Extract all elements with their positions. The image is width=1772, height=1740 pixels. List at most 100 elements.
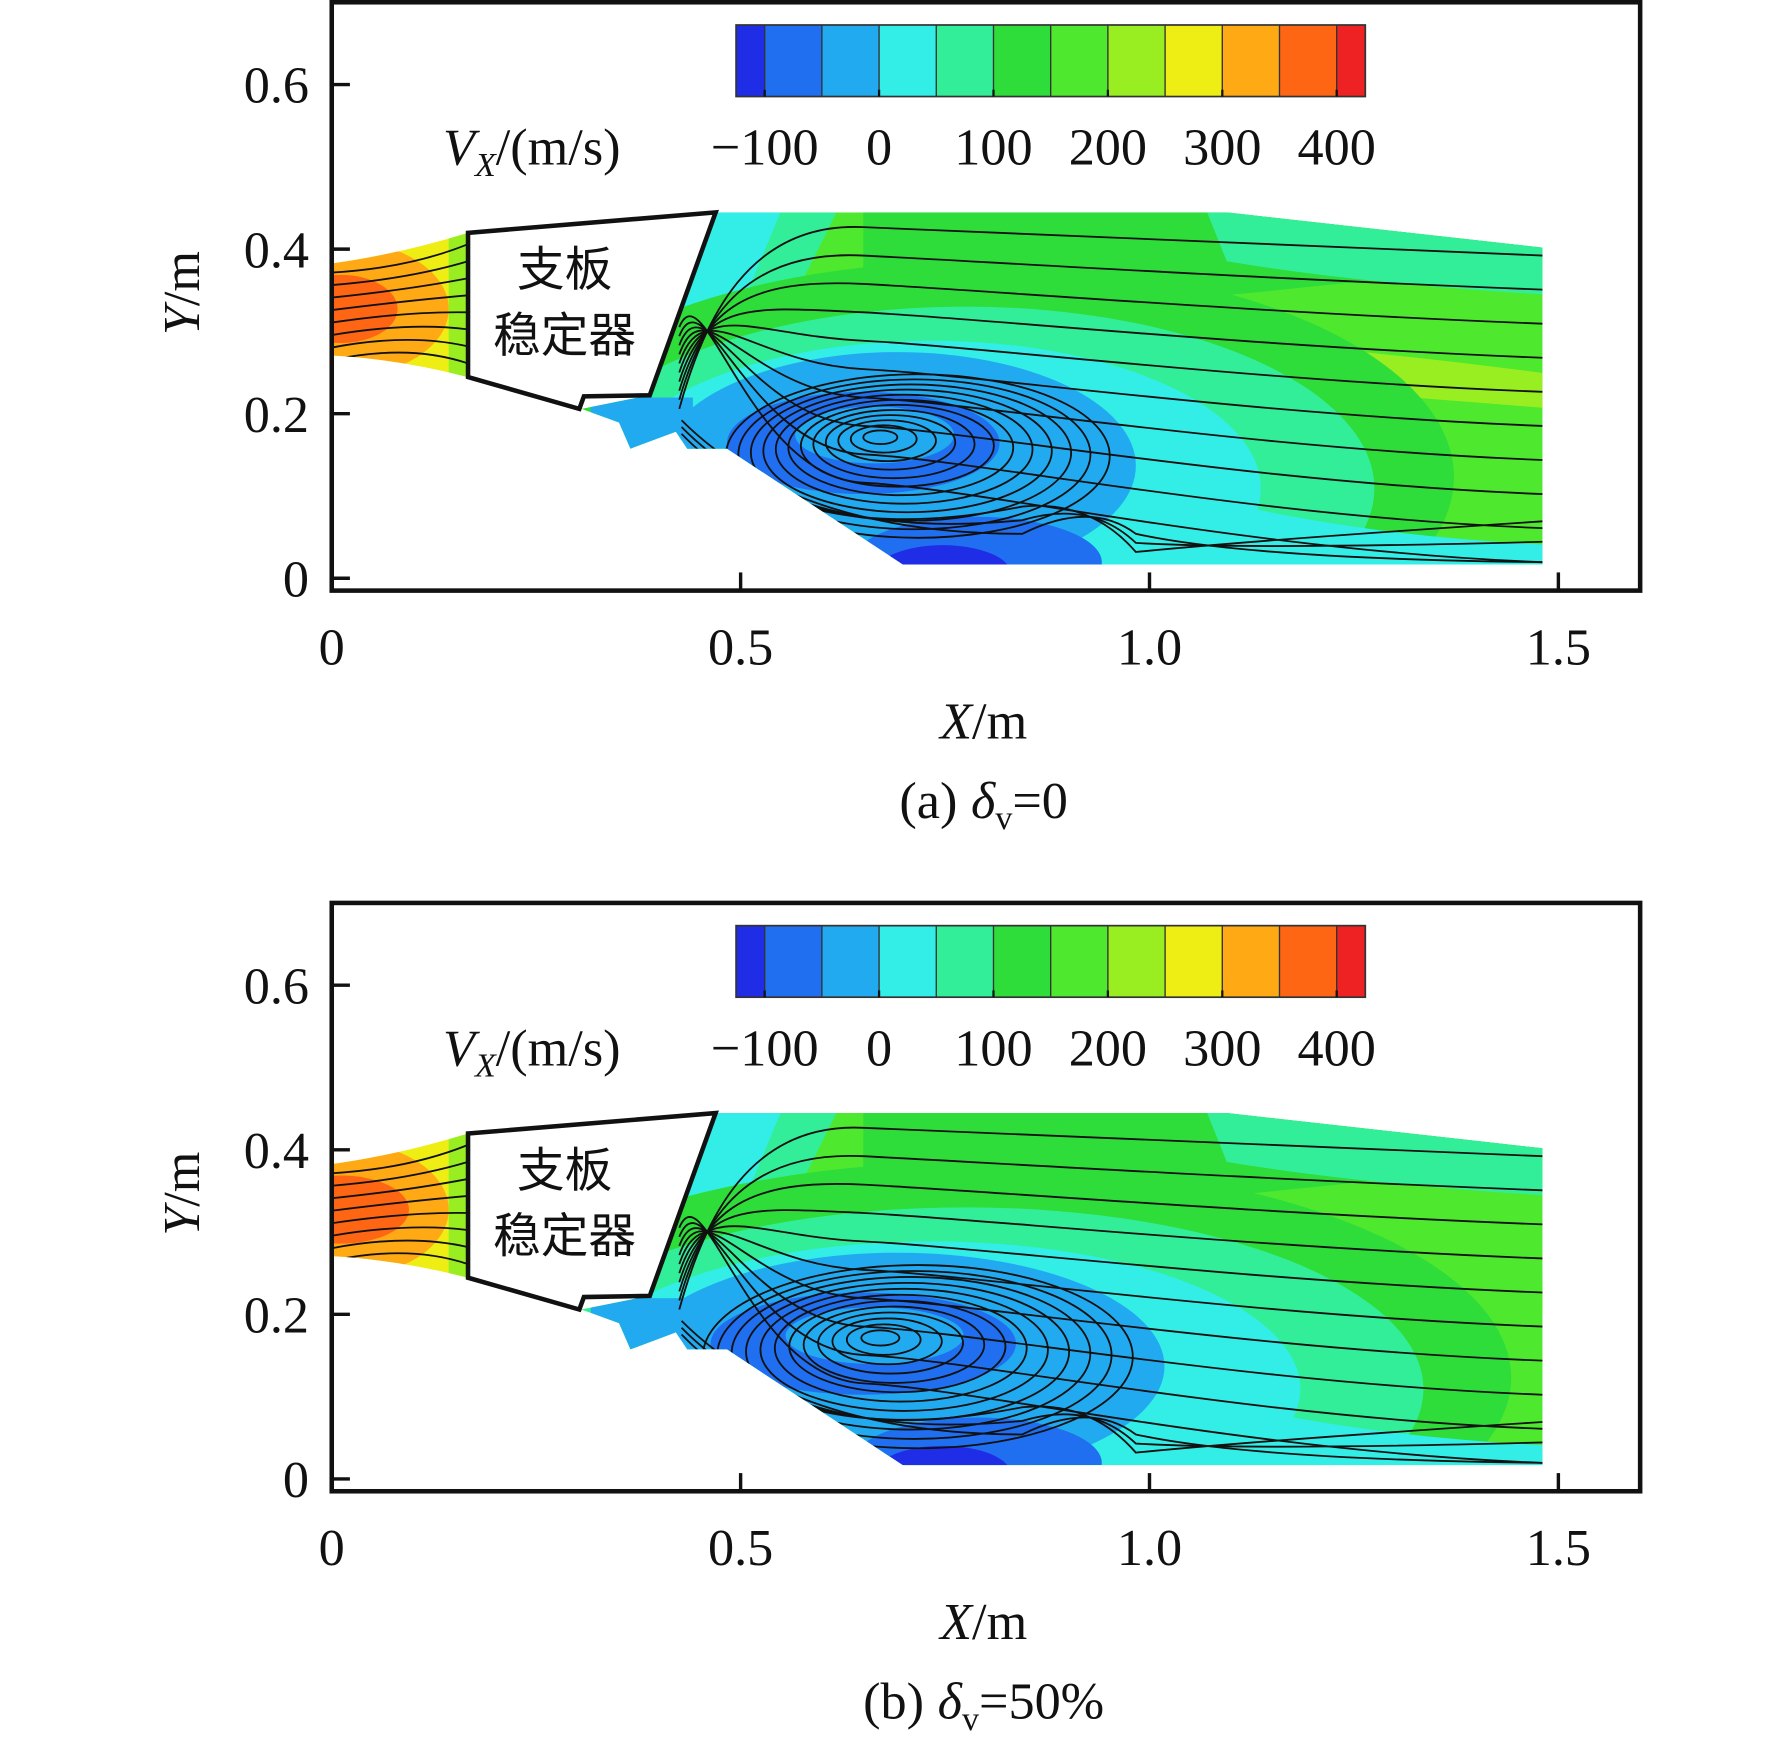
symbol: V [443,119,480,177]
unit: /m [972,1593,1027,1651]
colorbar-segment [1107,24,1166,97]
streamline [331,311,469,324]
caption: (a) δv=0 [899,772,1068,837]
colorbar-segment [764,24,822,97]
region [1113,477,1543,565]
colorbar-segment [1165,925,1223,998]
colorbar-segment [821,925,880,998]
annotation: 支板 [517,1144,612,1199]
colorbar-segment [993,925,1051,998]
colorbar-segment [1050,925,1108,998]
y-tick-label: 0.6 [244,957,309,1015]
streamline [862,429,899,445]
streamline [331,1239,469,1250]
unit: /m [153,251,211,306]
symbol: X [938,692,974,750]
colorbar-segment [1165,24,1223,97]
unit: /(m/s) [496,1019,621,1077]
colorbar-tick-label: 100 [954,1019,1032,1077]
streamline [678,1209,1543,1283]
panel: 0 0.5 1.0 1.500.20.40.6X/mY/m(a) δv=0支板稳定器−1… [153,0,1643,837]
panel: 0 0.5 1.0 1.500.20.40.6X/mY/m(b) δv=50%支板稳定器… [153,900,1643,1738]
colorbar-segment [1107,925,1166,998]
streamline [845,1323,922,1356]
streamline [817,1311,964,1375]
streamline [737,378,1092,531]
flow-field [331,1113,1543,1466]
streamline [331,243,469,274]
streamline [678,226,1543,410]
streamline [788,1299,1007,1394]
symbol: Y [153,301,211,335]
stabilizer [465,209,719,412]
caption-suffix: =50% [979,1672,1104,1730]
streamline [749,383,1073,522]
y-tick-label: 0.4 [244,1122,309,1180]
x-tick-label: 1.0 [1117,618,1182,676]
colorbar-label: VX/(m/s) [443,119,621,184]
colorbar-tick-label: 0 [866,119,892,177]
plot-frame [329,900,1643,1494]
x-axis-label: X/m [938,692,1027,750]
colorbar-segment [936,925,994,998]
x-tick-label: 1.5 [1526,1519,1591,1577]
streamline [860,1329,901,1347]
colorbar-segment [1222,24,1280,97]
caption-subscript: v [995,800,1013,837]
streamline [678,308,1543,382]
region [1113,1377,1543,1466]
caption-prefix: (a) [899,772,957,830]
colorbar-tick-label: 200 [1069,119,1147,177]
streamline [678,1222,1543,1430]
colorbar-tick-label: 100 [954,119,1032,177]
annotation: 稳定器 [493,1210,636,1265]
flow-field [331,212,1543,565]
colorbar-segment [1050,24,1108,97]
plot-frame [329,0,1643,593]
colorbar-segment [1336,925,1366,998]
y-axis-label: Y/m [153,251,211,335]
streamline [831,1317,943,1366]
colorbar-tick-label: 300 [1183,1019,1261,1077]
colorbar-segment [821,24,880,97]
streamline [331,1211,469,1225]
streamline [787,398,1015,497]
colorbar-segment [1222,925,1280,998]
streamline [773,1293,1028,1403]
colorbar-tick-label: 300 [1183,119,1261,177]
y-tick-label: 0.2 [244,386,309,444]
streamline [812,409,976,480]
streamline [849,424,918,454]
x-tick-label: 0 [319,618,345,676]
streamline [678,329,1543,461]
symbol: Y [153,1202,211,1236]
region [590,1298,693,1355]
streamline [774,393,1034,505]
colorbar-segment [993,24,1051,97]
streamline [678,315,1543,564]
annotation: 稳定器 [493,309,636,364]
streamline [678,1225,1543,1294]
streamline [678,321,1543,530]
unit: /(m/s) [496,119,621,177]
unit: /m [153,1152,211,1207]
colorbar-label: VX/(m/s) [443,1019,621,1084]
colorbar-tick-label: 400 [1298,119,1376,177]
streamline [678,1230,1543,1362]
streamline [331,1161,469,1187]
streamline [678,1183,1543,1292]
streamline [678,282,1543,391]
colorbar-tick-label: 0 [866,1019,892,1077]
unit: /m [972,692,1027,750]
stabilizer [465,1110,719,1313]
x-tick-label: 0 [319,1519,345,1577]
subscript: X [473,1048,497,1085]
region [874,545,1011,565]
colorbar-segment [879,24,937,97]
streamline [678,324,1543,393]
streamline [331,294,469,311]
y-tick-label: 0 [283,1451,309,1509]
colorbar-segment [936,24,994,97]
colorbar-frame [735,924,1367,999]
